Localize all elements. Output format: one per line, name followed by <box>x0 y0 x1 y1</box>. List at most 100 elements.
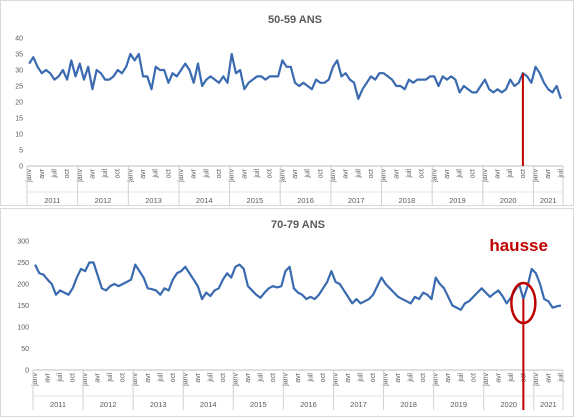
y-tick-label: 35 <box>15 52 23 59</box>
x-month-label: janv <box>82 373 89 387</box>
x-month-label: janv <box>182 373 189 387</box>
y-tick-label: 10 <box>15 132 23 139</box>
x-month-label: janv <box>482 169 489 183</box>
x-month-label: juil <box>57 373 64 383</box>
x-month-label: avr <box>95 372 102 382</box>
x-month-label: janv <box>178 169 185 183</box>
x-year-label: 2020 <box>500 196 517 205</box>
x-month-label: janv <box>333 373 340 387</box>
x-month-label: avr <box>292 168 299 178</box>
x-month-label: avr <box>545 168 552 178</box>
x-month-label: juil <box>558 373 565 383</box>
x-month-label: avr <box>45 372 52 382</box>
x-year-label: 2013 <box>150 400 167 409</box>
x-month-label: oct <box>120 373 127 382</box>
x-month-label: oct <box>317 169 324 178</box>
x-month-label: janv <box>431 169 438 183</box>
x-month-label: janv <box>132 373 139 387</box>
x-month-label: janv <box>383 373 390 387</box>
annotation-label: hausse <box>489 236 548 255</box>
x-month-label: avr <box>395 372 402 382</box>
x-month-label: avr <box>241 168 248 178</box>
chart-title: 50-59 ANS <box>268 14 322 26</box>
x-month-label: oct <box>70 373 77 382</box>
x-month-label: oct <box>165 169 172 178</box>
x-year-label: 2020 <box>500 400 517 409</box>
x-month-label: janv <box>483 373 490 387</box>
x-month-label: janv <box>282 373 289 387</box>
x-month-label: juil <box>207 373 214 383</box>
y-tick-label: 250 <box>17 260 29 267</box>
x-month-label: juil <box>257 373 264 383</box>
y-tick-label: 25 <box>15 84 23 91</box>
x-month-label: juil <box>102 169 109 179</box>
y-tick-label: 0 <box>19 164 23 171</box>
x-month-label: oct <box>469 169 476 178</box>
x-month-label: juil <box>254 169 261 179</box>
x-month-label: janv <box>433 373 440 387</box>
y-tick-label: 0 <box>25 368 29 375</box>
x-year-label: 2015 <box>247 196 264 205</box>
x-month-label: janv <box>127 169 134 183</box>
x-year-label: 2014 <box>196 196 213 205</box>
x-month-label: juil <box>203 169 210 179</box>
chart-title: 70-79 ANS <box>271 219 325 231</box>
x-month-label: janv <box>279 169 286 183</box>
x-month-label: oct <box>320 373 327 382</box>
x-month-label: juil <box>458 373 465 383</box>
x-month-label: avr <box>343 168 350 178</box>
x-year-label: 2016 <box>300 400 317 409</box>
x-month-label: juil <box>508 373 515 383</box>
x-year-label: 2021 <box>540 196 557 205</box>
x-month-label: juil <box>558 169 565 179</box>
x-month-label: juil <box>107 373 114 383</box>
x-month-label: oct <box>470 373 477 382</box>
x-month-label: avr <box>140 168 147 178</box>
series-line <box>34 261 562 311</box>
y-tick-label: 15 <box>15 116 23 123</box>
x-year-label: 2017 <box>348 196 365 205</box>
x-year-label: 2018 <box>400 400 417 409</box>
x-month-label: juil <box>305 169 312 179</box>
x-year-label: 2011 <box>44 196 60 205</box>
x-year-label: 2016 <box>297 196 314 205</box>
y-tick-label: 40 <box>15 36 23 43</box>
x-year-label: 2013 <box>145 196 162 205</box>
y-tick-label: 150 <box>17 303 29 310</box>
x-year-label: 2017 <box>350 400 367 409</box>
y-tick-label: 5 <box>19 148 23 155</box>
x-month-label: oct <box>368 169 375 178</box>
y-tick-label: 50 <box>21 346 29 353</box>
series-line <box>28 52 562 100</box>
x-month-label: avr <box>195 372 202 382</box>
x-month-label: janv <box>533 373 540 387</box>
x-month-label: oct <box>270 373 277 382</box>
x-year-label: 2019 <box>449 196 466 205</box>
x-month-label: avr <box>245 372 252 382</box>
x-month-label: avr <box>191 168 198 178</box>
y-tick-label: 300 <box>17 239 29 246</box>
x-year-label: 2011 <box>50 400 66 409</box>
x-month-label: oct <box>115 169 122 178</box>
x-month-label: juil <box>406 169 413 179</box>
chart-70-79: 70-79 ANS 0 50 100 150 200 250 300 janv avr juil oc… <box>0 208 574 417</box>
x-year-label: 2014 <box>200 400 217 409</box>
x-month-label: oct <box>267 169 274 178</box>
x-year-label: 2018 <box>398 196 415 205</box>
x-month-label: oct <box>520 169 527 178</box>
x-year-label: 2012 <box>95 196 112 205</box>
x-year-label: 2012 <box>100 400 117 409</box>
x-month-label: juil <box>308 373 315 383</box>
x-month-label: avr <box>393 168 400 178</box>
x-month-label: oct <box>220 373 227 382</box>
x-month-label: janv <box>232 373 239 387</box>
x-month-label: avr <box>445 372 452 382</box>
x-month-label: avr <box>545 372 552 382</box>
x-month-label: oct <box>370 373 377 382</box>
chart-50-59: 50-59 ANS 0 5 10 15 20 25 30 35 40 janv avr juil oct j… <box>0 0 574 206</box>
x-month-label: avr <box>39 168 46 178</box>
x-month-label: juil <box>153 169 160 179</box>
x-year-label: 2021 <box>540 400 557 409</box>
x-month-label: janv <box>77 169 84 183</box>
